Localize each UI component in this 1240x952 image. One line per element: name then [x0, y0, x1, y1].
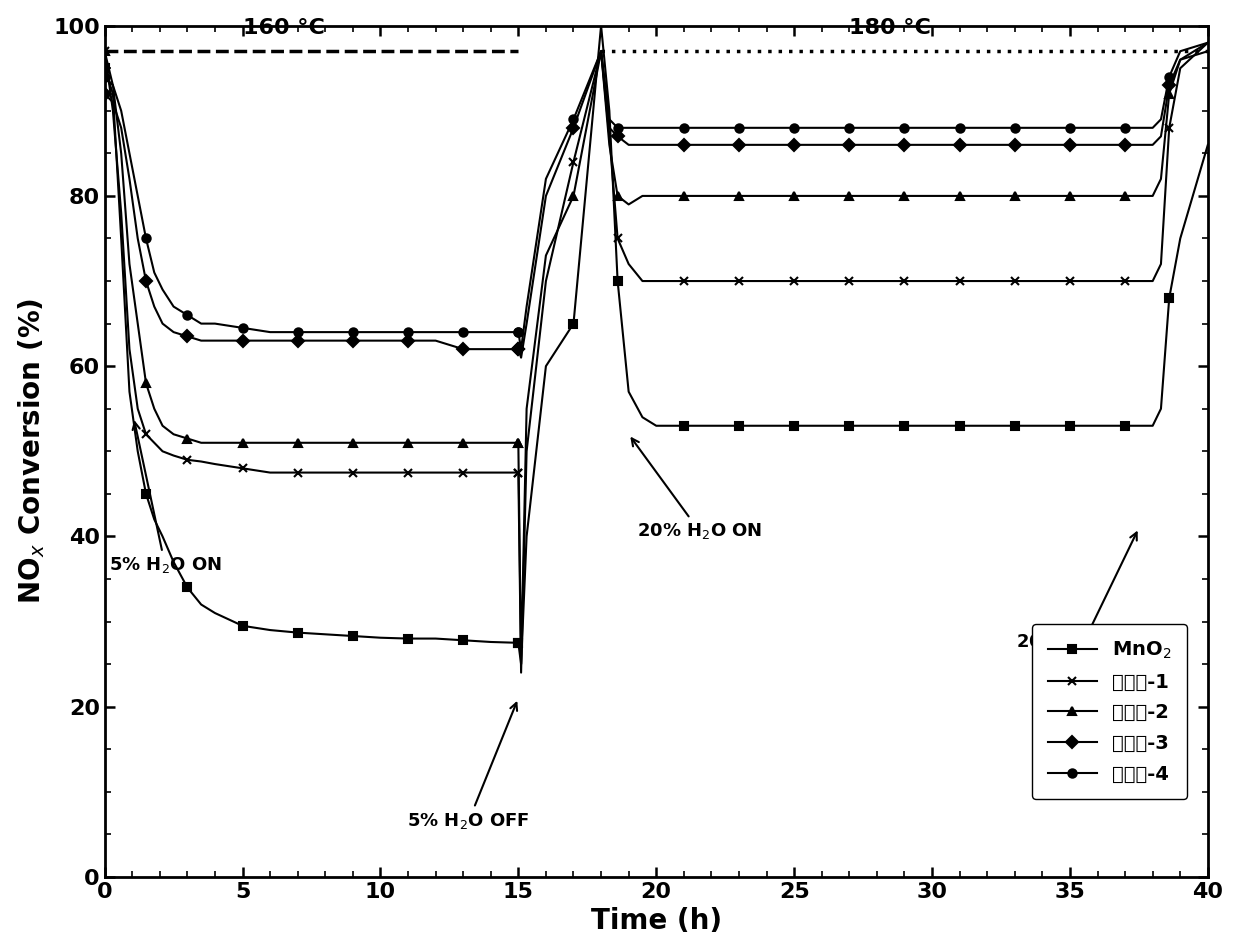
- Y-axis label: NO$_x$ Conversion (%): NO$_x$ Conversion (%): [16, 298, 47, 605]
- Text: 5% H$_2$O OFF: 5% H$_2$O OFF: [408, 703, 529, 831]
- Text: 180 °C: 180 °C: [849, 18, 931, 38]
- Legend: MnO$_2$, 实施例-1, 实施例-2, 实施例-3, 实施例-4: MnO$_2$, 实施例-1, 实施例-2, 实施例-3, 实施例-4: [1033, 624, 1187, 799]
- Text: 20% H$_2$O OFF: 20% H$_2$O OFF: [1017, 532, 1151, 652]
- X-axis label: Time (h): Time (h): [590, 907, 722, 935]
- Text: 160 °C: 160 °C: [243, 18, 325, 38]
- Text: 5% H$_2$O ON: 5% H$_2$O ON: [109, 423, 222, 575]
- Text: 20% H$_2$O ON: 20% H$_2$O ON: [631, 438, 763, 542]
